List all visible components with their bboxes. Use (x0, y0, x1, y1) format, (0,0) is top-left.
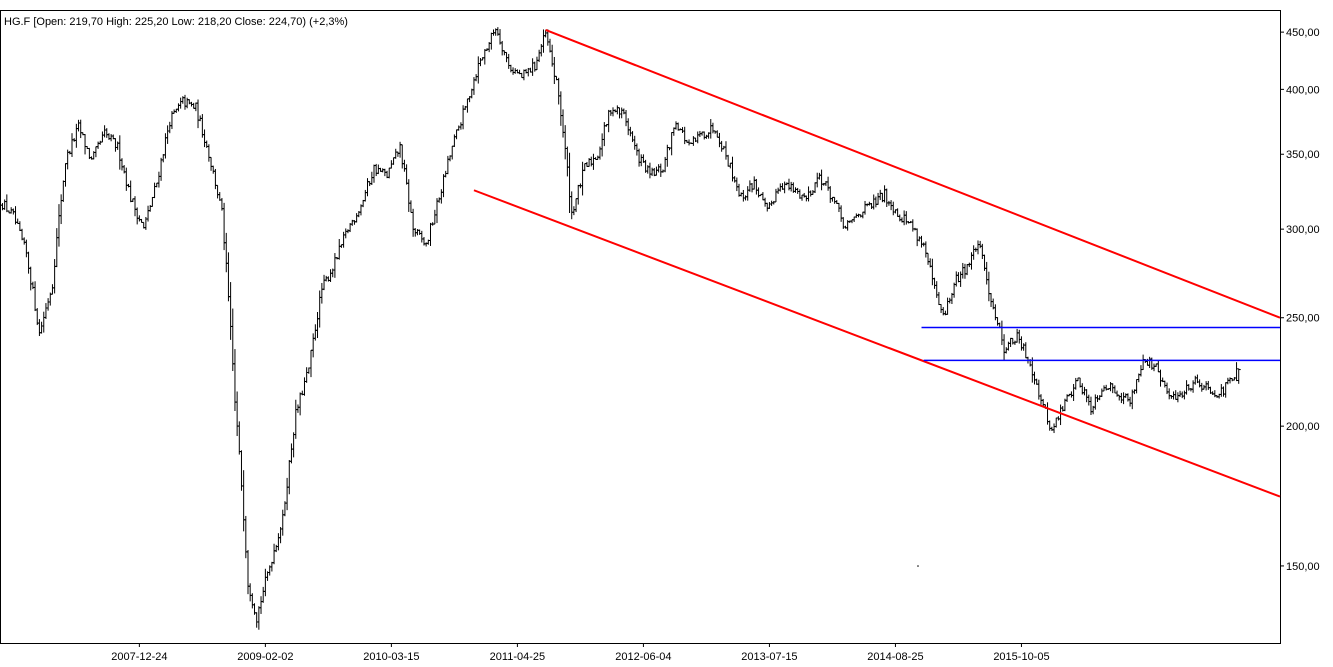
y-axis: 150,00 200,00 250,00 300,00 350,00 400,00 450,… (1280, 27, 1320, 573)
x-tick-label: 2011-04-25 (490, 651, 545, 663)
x-axis: 2007-12-24 2009-02-02 2010-03-15 2011-04-25… (111, 643, 1049, 663)
x-tick-label: 2007-12-24 (111, 651, 167, 663)
y-tick-label: 250,00 (1286, 313, 1320, 325)
x-tick-label: 2014-08-25 (867, 651, 923, 663)
x-tick-label: 2009-02-02 (237, 651, 293, 663)
y-tick-label: 450,00 (1286, 27, 1320, 39)
y-tick-label: 300,00 (1286, 224, 1320, 236)
y-tick-label: 350,00 (1286, 149, 1320, 161)
x-tick-label: 2013-07-15 (741, 651, 797, 663)
stray-dot (917, 565, 919, 567)
x-tick-label: 2015-10-05 (993, 651, 1049, 663)
x-tick-label: 2012-06-04 (615, 651, 671, 663)
y-tick-label: 200,00 (1286, 421, 1320, 433)
y-tick-label: 150,00 (1286, 561, 1320, 573)
x-tick-label: 2010-03-15 (363, 651, 419, 663)
ohlc-info-text: HG.F [Open: 219,70 High: 225,20 Low: 218… (4, 16, 348, 28)
y-tick-label: 400,00 (1286, 84, 1320, 96)
